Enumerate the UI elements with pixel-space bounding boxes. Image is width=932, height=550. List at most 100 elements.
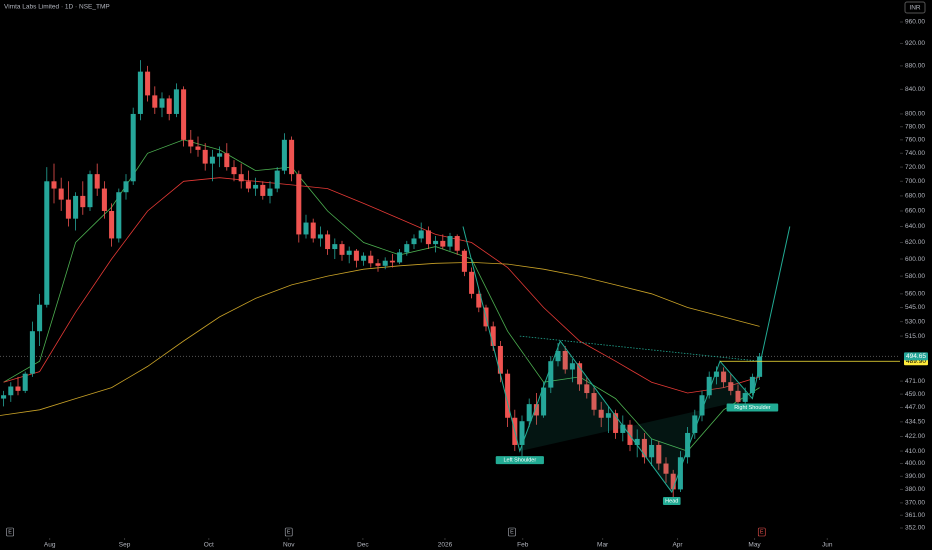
candle-body: [361, 255, 367, 261]
y-tick-label: 530.00: [905, 318, 925, 325]
candle-body: [339, 244, 345, 255]
candle-body: [231, 167, 237, 175]
candle-body: [389, 260, 395, 263]
candle-body: [706, 376, 712, 396]
y-tick-label: 700.00: [905, 178, 925, 185]
y-tick-label: 390.00: [905, 473, 925, 480]
candle-body: [8, 386, 14, 396]
candle-body: [173, 89, 179, 114]
pattern-line: [462, 226, 791, 494]
x-tick-label: Nov: [283, 542, 295, 549]
event-label[interactable]: E: [287, 529, 291, 535]
candle-body: [281, 139, 287, 171]
candle-body: [692, 415, 698, 433]
candle-body: [663, 463, 669, 474]
candle-body: [15, 386, 21, 391]
event-marker[interactable]: [508, 527, 516, 537]
y-tick-label: 410.00: [905, 448, 925, 455]
candle-body: [569, 363, 575, 370]
candle-body: [1, 395, 7, 399]
candle-body: [641, 438, 647, 458]
pattern-label-box: [726, 403, 779, 412]
event-label[interactable]: E: [510, 529, 514, 535]
candle-body: [685, 432, 691, 458]
candle-body: [73, 195, 79, 219]
candle-body: [346, 250, 352, 255]
y-tick-label: 459.00: [905, 391, 925, 398]
candle-body: [29, 331, 35, 374]
candle-body: [267, 188, 273, 196]
candle-body: [656, 444, 662, 464]
candle-body: [541, 387, 547, 416]
candle-body: [713, 371, 719, 377]
candle-body: [317, 234, 323, 239]
event-marker[interactable]: [6, 527, 14, 537]
y-tick-label: 800.00: [905, 111, 925, 118]
candle-body: [375, 263, 381, 266]
y-tick-label: 361.00: [905, 512, 925, 519]
candle-body: [526, 404, 532, 422]
x-tick-label: Aug: [44, 542, 56, 549]
currency-box[interactable]: [904, 1, 926, 14]
event-marker[interactable]: [757, 527, 766, 537]
candle-body: [411, 238, 417, 245]
event-label[interactable]: E: [8, 529, 12, 535]
candle-body: [80, 195, 86, 208]
candle-body: [397, 252, 403, 263]
candle-body: [51, 181, 57, 189]
candle-body: [404, 244, 410, 253]
candle-body: [562, 350, 568, 370]
candle-body: [368, 255, 374, 264]
y-tick-label: 600.00: [905, 256, 925, 263]
candle-body: [224, 153, 230, 168]
candle-body: [433, 240, 439, 245]
y-tick-label: 515.00: [905, 333, 925, 340]
candle-body: [447, 236, 453, 247]
candle-body: [598, 409, 604, 418]
candle-body: [613, 413, 619, 433]
candle-body: [382, 260, 388, 266]
y-tick-label: 780.00: [905, 123, 925, 130]
y-tick-label: 422.00: [905, 433, 925, 440]
y-tick-label: 720.00: [905, 164, 925, 171]
x-tick-label: Sep: [119, 542, 131, 549]
moving-average: [0, 261, 760, 416]
y-tick-label: 920.00: [905, 40, 925, 47]
candle-body: [137, 71, 143, 114]
candle-body: [217, 153, 223, 157]
x-tick-label: Apr: [672, 542, 683, 549]
candle-body: [181, 89, 187, 140]
candle-body: [469, 271, 475, 294]
y-tick-label: 370.00: [905, 500, 925, 507]
candle-body: [130, 113, 136, 182]
event-label[interactable]: E: [760, 529, 764, 535]
candle-body: [454, 236, 460, 251]
candle-body: [274, 170, 280, 189]
y-tick-label: 400.00: [905, 460, 925, 467]
candle-body: [353, 250, 359, 261]
x-tick-label: Mar: [597, 542, 609, 549]
x-tick-label: Dec: [357, 542, 369, 549]
candle-body: [195, 146, 201, 150]
y-tick-label: 880.00: [905, 63, 925, 70]
y-tick-label: 380.00: [905, 486, 925, 493]
pattern-fill: [519, 341, 753, 493]
candle-body: [749, 376, 755, 394]
candle-body: [605, 413, 611, 418]
chart-title: Vimta Labs Limited · 1D · NSE_TMP: [4, 4, 110, 11]
candle-body: [634, 438, 640, 445]
candle-body: [109, 210, 115, 239]
y-tick-label: 960.00: [905, 19, 925, 26]
y-tick-label: 740.00: [905, 150, 925, 157]
y-tick-label: 560.00: [905, 291, 925, 298]
candle-body: [101, 188, 107, 211]
candle-body: [253, 184, 259, 189]
currency[interactable]: INR: [909, 5, 921, 12]
pattern-label: Head: [665, 499, 678, 505]
candle-body: [670, 473, 676, 490]
y-tick-label: 580.00: [905, 273, 925, 280]
last-price-box: [904, 352, 928, 361]
candle-body: [620, 424, 626, 433]
event-marker[interactable]: [284, 527, 293, 537]
